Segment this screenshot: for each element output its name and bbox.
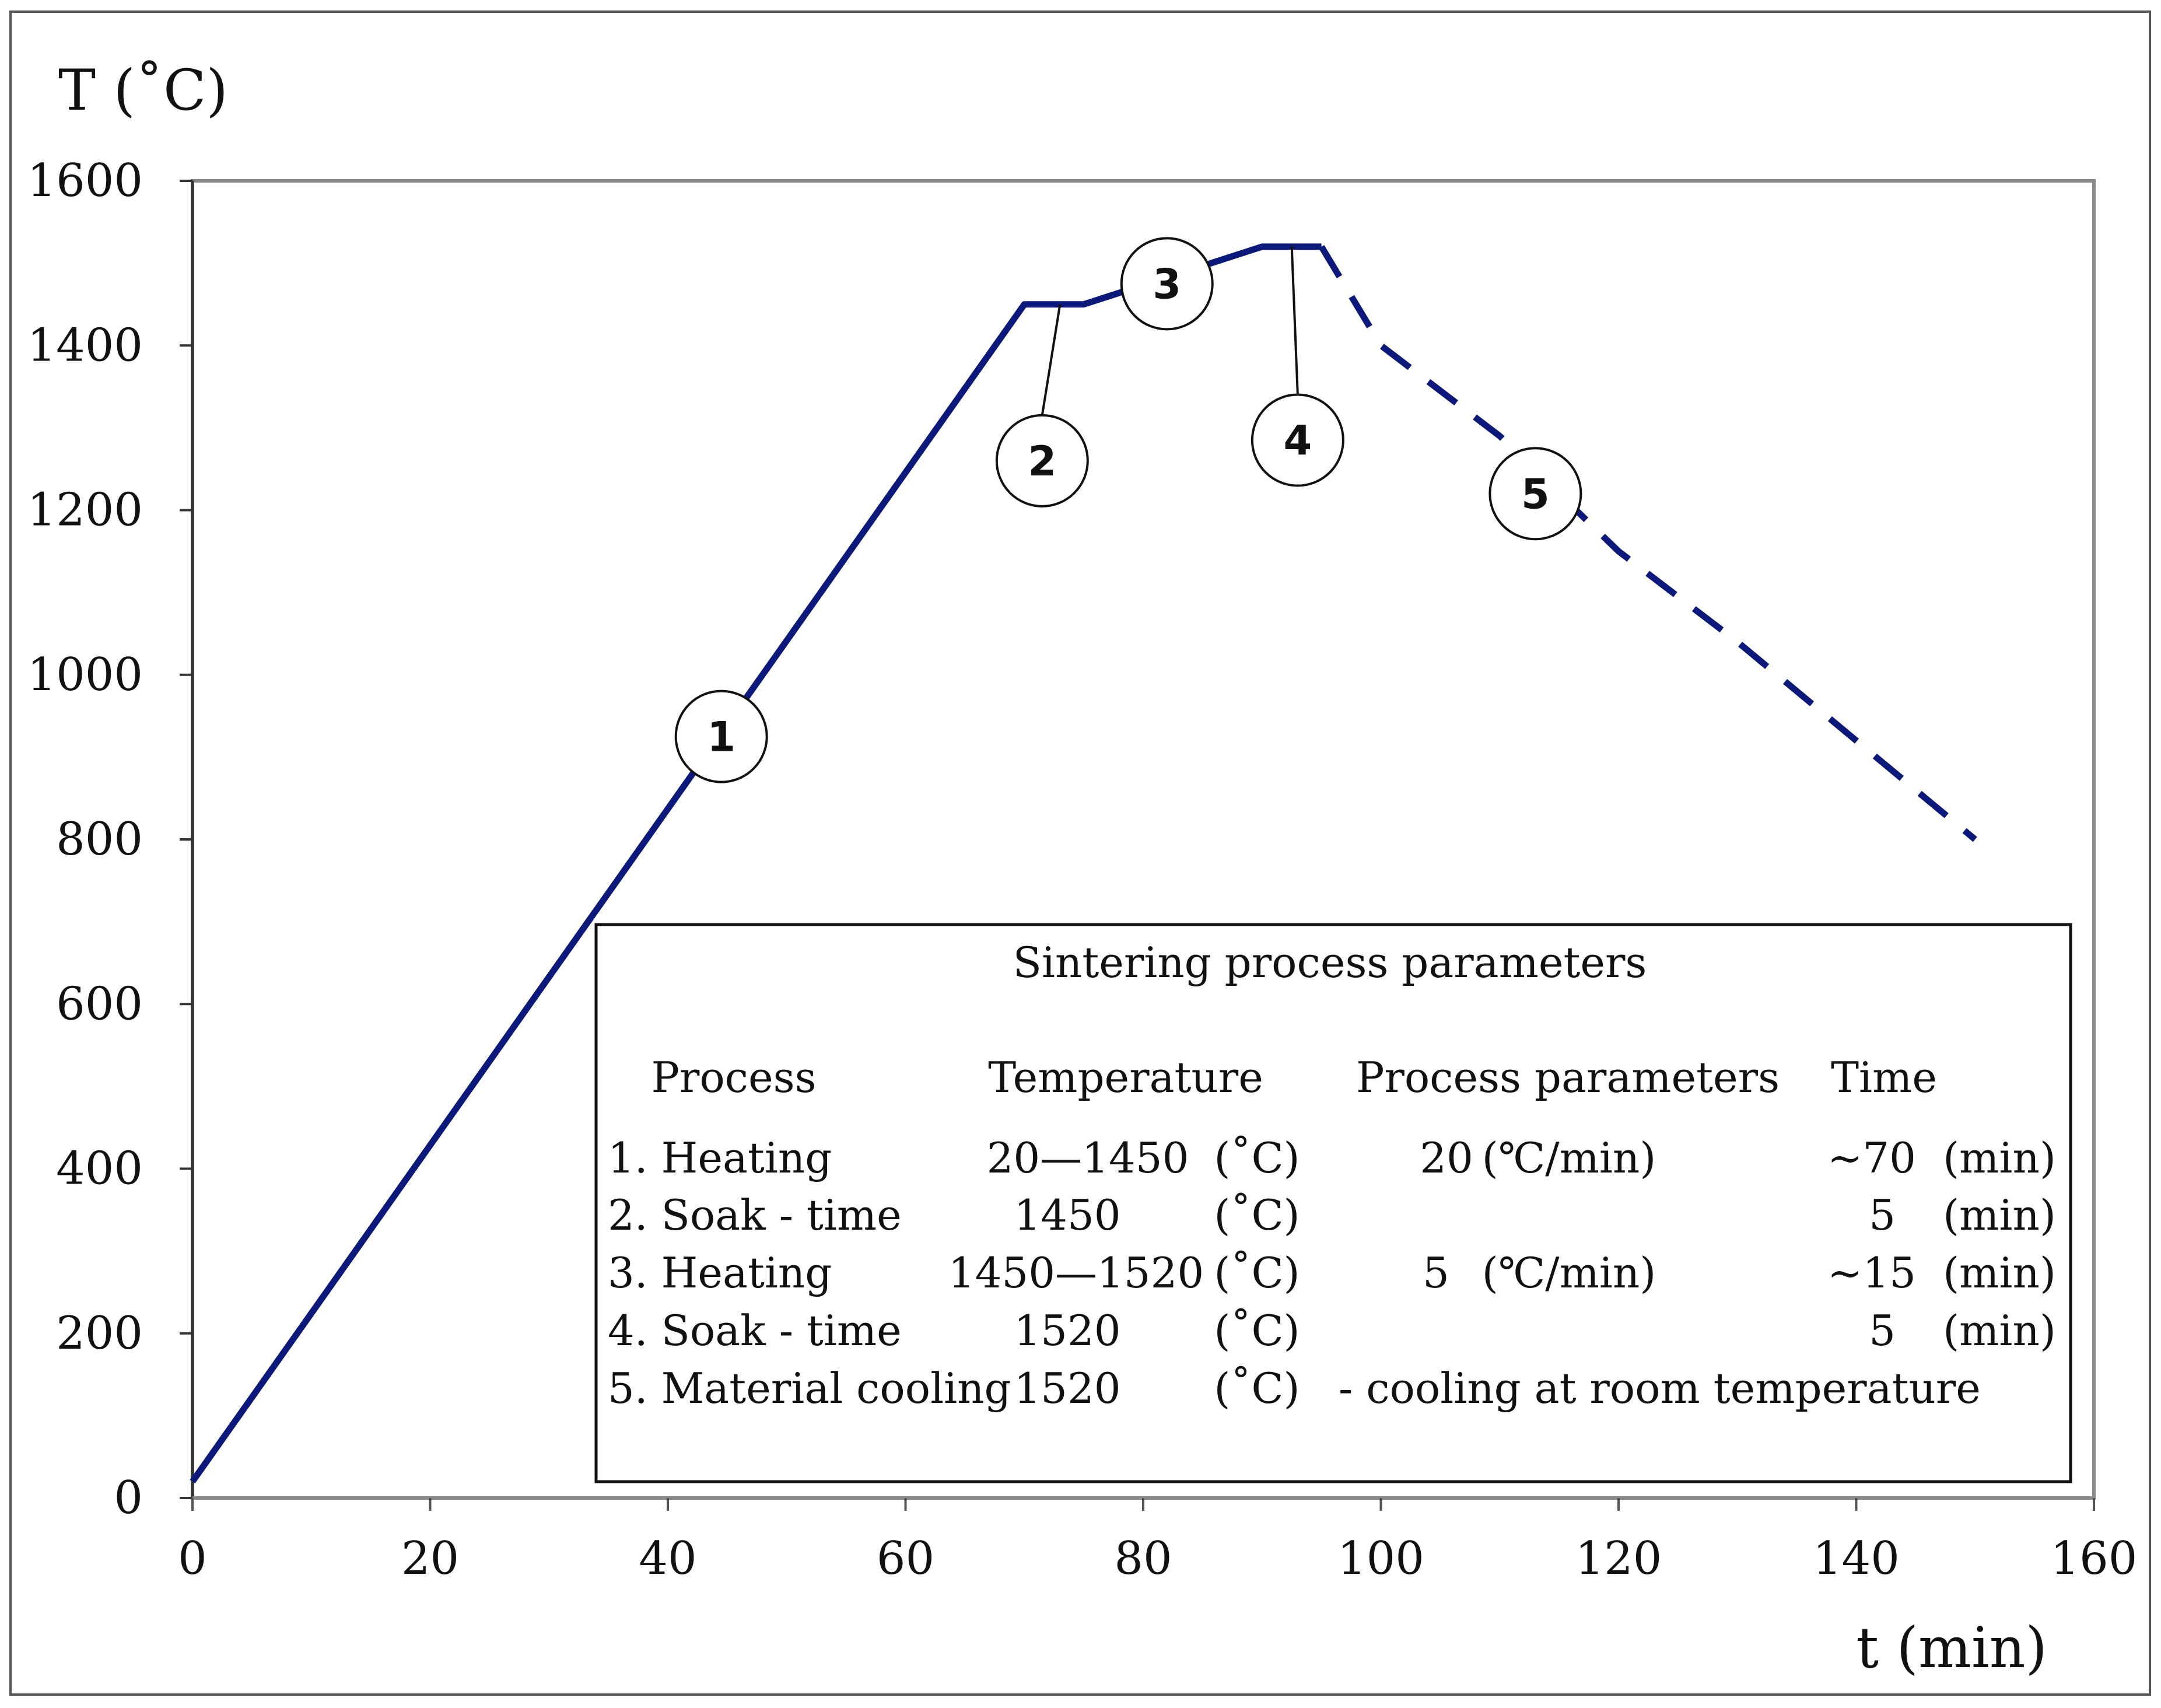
table-frame (594, 923, 2072, 1483)
marker-circle (674, 690, 768, 783)
row-process: 1. Heating (608, 1133, 832, 1182)
row-process: 3. Heating (608, 1248, 832, 1297)
table-row: 2. Soak - time 1450 (˚C) 5 (min) (608, 1191, 2056, 1240)
row-temp-unit: (˚C) (1214, 1306, 1300, 1355)
x-tick-label: 140 (1813, 1532, 1900, 1585)
row-temperature: 1520 (1014, 1364, 1120, 1413)
row-time: ~15 (1827, 1248, 1916, 1297)
row-temperature: 1520 (1014, 1306, 1120, 1355)
x-tick-label: 20 (401, 1532, 459, 1585)
marker-leader-line (1041, 304, 1062, 416)
parameters-table: Sintering process parameters Process Tem… (594, 923, 2072, 1483)
x-tick-label: 100 (1337, 1532, 1424, 1585)
marker-leader-line (1290, 246, 1299, 395)
y-tick-label: 800 (56, 813, 143, 866)
row-time-unit: (min) (1943, 1191, 2056, 1240)
figure-frame (9, 10, 2151, 1696)
x-tick-label: 120 (1575, 1532, 1662, 1585)
row-temp-unit: (˚C) (1214, 1248, 1300, 1297)
marker-layer: 1 2 3 4 5 (674, 237, 1582, 783)
y-tick-label: 600 (56, 978, 143, 1030)
y-tick-label: 0 (114, 1472, 143, 1524)
x-axis-title: t (min) (1856, 1615, 2047, 1681)
y-axis-title: T (˚C) (58, 58, 228, 123)
row-process: 5. Material cooling (608, 1364, 1011, 1413)
heating-solid-line (190, 243, 1322, 1483)
row-time: ~70 (1827, 1133, 1916, 1182)
cooling-dashed-line (1318, 245, 1977, 842)
y-tick-label: 1000 (27, 649, 143, 701)
series-layer (190, 243, 1977, 1483)
table-row: 3. Heating 1450—1520 (˚C) 5 (℃/min) ~15 … (608, 1248, 2056, 1297)
x-tick-label: 40 (639, 1532, 696, 1585)
x-tick-label: 60 (877, 1532, 934, 1585)
marker-circle (1251, 393, 1344, 487)
marker-label: 3 (1153, 260, 1181, 308)
y-tick-label: 1400 (27, 319, 143, 372)
marker-label: 2 (1028, 438, 1056, 485)
table-header-process: Process (651, 1053, 816, 1102)
table-header-time: Time (1831, 1053, 1937, 1102)
row-temp-unit: (˚C) (1214, 1191, 1300, 1240)
x-tick-label: 0 (178, 1532, 207, 1585)
row-rate: 5 (1423, 1248, 1449, 1297)
row-time-unit: (min) (1943, 1306, 2056, 1355)
y-axis-ticks: 0 200 400 600 800 1000 1200 1400 1600 (27, 155, 192, 1524)
row-temperature: 20—1450 (987, 1133, 1189, 1182)
y-tick-label: 1600 (27, 155, 143, 207)
row-time: 5 (1869, 1306, 1896, 1355)
marker-label: 5 (1521, 470, 1550, 518)
marker-label: 4 (1284, 417, 1312, 465)
row-process: 4. Soak - time (608, 1306, 902, 1355)
y-tick-label: 200 (56, 1307, 143, 1360)
x-tick-label: 160 (2051, 1532, 2138, 1585)
marker-circle (1120, 237, 1214, 331)
row-temperature: 1450 (1014, 1191, 1120, 1240)
marker-label: 1 (707, 713, 735, 761)
table-header-temperature: Temperature (988, 1053, 1263, 1102)
y-tick-label: 1200 (27, 484, 143, 537)
y-tick-label: 400 (56, 1143, 143, 1195)
row-time-unit: (min) (1943, 1248, 2056, 1297)
x-tick-label: 80 (1114, 1532, 1172, 1585)
row-time-unit: (min) (1943, 1133, 2056, 1182)
row-time: 5 (1869, 1191, 1896, 1240)
table-title: Sintering process parameters (1013, 938, 1647, 987)
table-header-parameters: Process parameters (1356, 1053, 1780, 1102)
table-row: 4. Soak - time 1520 (˚C) 5 (min) (608, 1306, 2056, 1355)
row-rate-unit: (℃/min) (1482, 1133, 1656, 1182)
row-temperature: 1450—1520 (948, 1248, 1204, 1297)
marker-circle (995, 414, 1089, 508)
row-temp-unit: (˚C) (1214, 1133, 1300, 1182)
table-row: 1. Heating 20—1450 (˚C) 20 (℃/min) ~70 (… (608, 1133, 2056, 1182)
row-temp-unit: (˚C) (1214, 1364, 1300, 1413)
table-row: 5. Material cooling 1520 (˚C) - cooling … (608, 1364, 1981, 1413)
x-axis-ticks: 0 20 40 60 80 100 120 140 160 (178, 1498, 2137, 1585)
row-rate: 20 (1420, 1133, 1473, 1182)
row-rate: - cooling at room temperature (1339, 1364, 1981, 1413)
marker-circle (1488, 447, 1582, 541)
row-process: 2. Soak - time (608, 1191, 902, 1240)
row-rate-unit: (℃/min) (1482, 1248, 1656, 1297)
